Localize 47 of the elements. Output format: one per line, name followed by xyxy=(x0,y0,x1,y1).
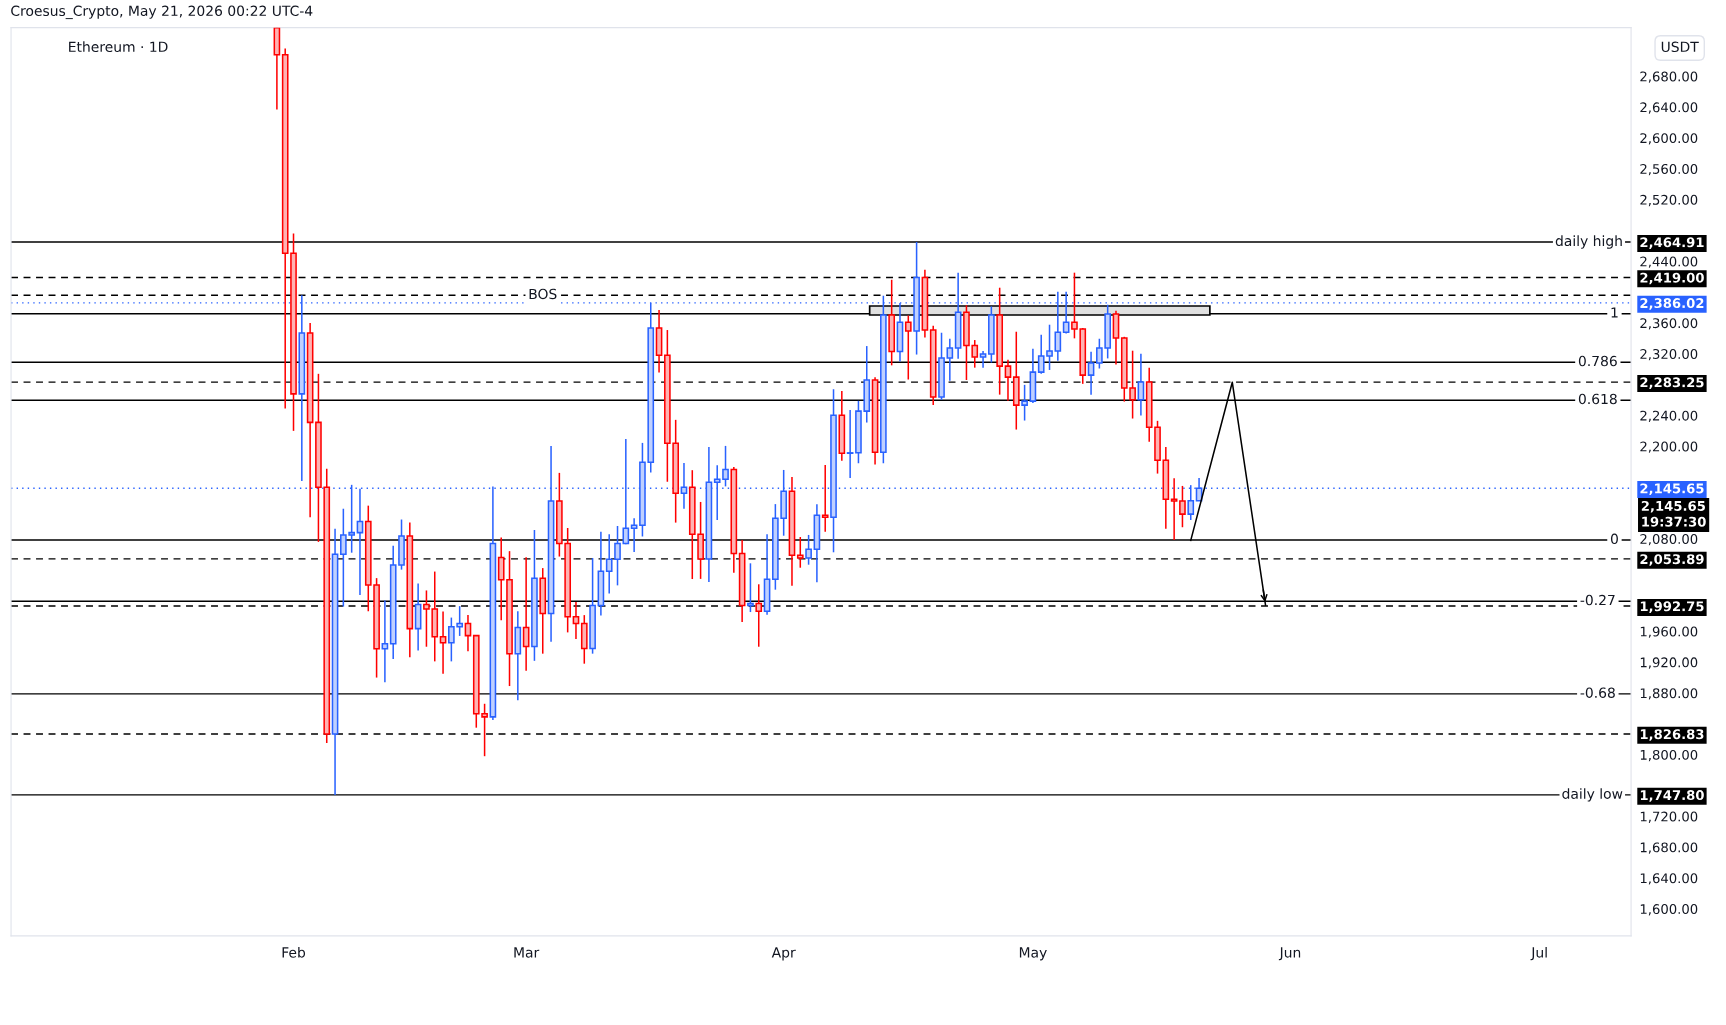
y-tick-label: 1,680.00 xyxy=(1640,842,1698,854)
y-tick-label: 2,600.00 xyxy=(1640,133,1698,145)
y-axis-title: USDT xyxy=(1661,41,1699,53)
y-tick-label: 2,200.00 xyxy=(1640,441,1698,453)
x-tick-label: Jun xyxy=(1278,947,1301,961)
x-tick-label: Mar xyxy=(514,947,540,958)
annotation: 0 xyxy=(1610,533,1618,545)
y-tick-label: 1,826.83 xyxy=(1640,729,1704,741)
y-tick-label: 1,600.00 xyxy=(1640,904,1698,916)
y-tick-label: 2,419.00 xyxy=(1640,272,1704,285)
ref-line-label: daily low xyxy=(1562,788,1623,802)
y-tick-label: 2,360.00 xyxy=(1640,318,1698,330)
y-tick-label: 2,080.00 xyxy=(1640,534,1698,546)
annotation: 0.786 xyxy=(1578,355,1617,367)
annotation: -0.68 xyxy=(1580,687,1615,698)
y-tick-label: 1,880.00 xyxy=(1640,688,1698,700)
annotation: 1 xyxy=(1611,307,1618,318)
x-tick-label: Feb xyxy=(282,946,306,958)
y-tick-label: 1,992.75 xyxy=(1640,601,1704,613)
text: Ethereum · 1D xyxy=(69,41,168,53)
y-tick-label: 2,440.00 xyxy=(1640,256,1698,268)
y-tick-label: 1,960.00 xyxy=(1640,626,1698,638)
y-tick-label: 1,747.80 xyxy=(1640,790,1704,802)
y-tick-label: 2,053.89 xyxy=(1640,554,1704,566)
x-tick-label: Apr xyxy=(771,947,796,961)
text: Croesus_Crypto, May 21, 2026 00:22 UTC-4 xyxy=(11,5,313,20)
y-tick-label: 2,560.00 xyxy=(1640,163,1698,176)
x-tick-label: May xyxy=(1019,947,1047,961)
y-tick-label: 2,283.25 xyxy=(1640,377,1704,389)
y-tick-label: 2,520.00 xyxy=(1640,194,1698,207)
y-tick-label: 2,145.65 xyxy=(1640,483,1704,496)
text: 2,145.65 19:37:30 xyxy=(1641,500,1706,527)
y-tick-label: 1,920.00 xyxy=(1640,657,1698,669)
x-tick-label: Jul xyxy=(1530,946,1547,961)
y-tick-label: 1,640.00 xyxy=(1640,873,1698,885)
y-tick-label: 2,464.91 xyxy=(1640,237,1704,249)
ref-line-label: daily high xyxy=(1555,235,1622,249)
annotation: BOS xyxy=(529,288,557,300)
annotation: -0.27 xyxy=(1580,594,1615,606)
y-tick-label: 2,640.00 xyxy=(1640,102,1698,114)
y-tick-label: 1,800.00 xyxy=(1640,749,1698,762)
y-tick-label: 1,720.00 xyxy=(1640,811,1698,823)
annotation: 0.618 xyxy=(1578,393,1617,405)
y-tick-label: 2,386.02 xyxy=(1640,298,1704,310)
y-tick-label: 2,680.00 xyxy=(1640,71,1698,83)
y-tick-label: 2,320.00 xyxy=(1640,349,1698,361)
y-tick-label: 2,240.00 xyxy=(1640,410,1698,422)
